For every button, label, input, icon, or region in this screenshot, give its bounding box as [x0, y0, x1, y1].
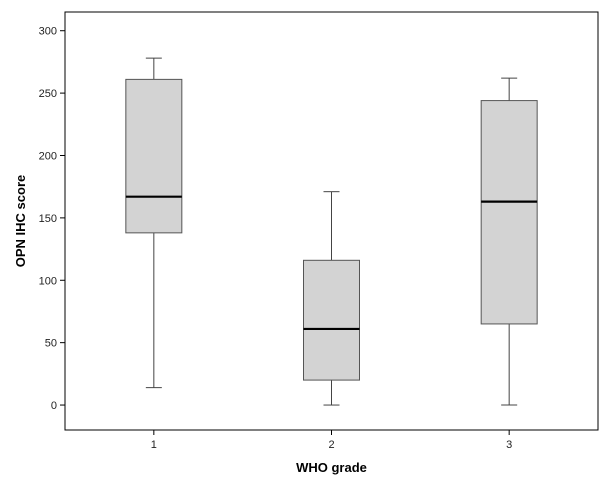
box-grade-3	[480, 77, 538, 406]
y-axis: 0 50 100 150 200 250 300	[39, 26, 65, 412]
iqr-box	[480, 100, 538, 325]
y-tick-label: 150	[39, 213, 57, 225]
x-axis-title: WHO grade	[296, 460, 367, 475]
y-axis-title: OPN IHC score	[13, 175, 28, 267]
y-tick-label: 100	[39, 275, 57, 287]
y-tick-label: 200	[39, 150, 57, 162]
x-axis: 1 2 3	[151, 430, 512, 451]
x-tick-label: 2	[328, 439, 334, 451]
x-tick-label: 1	[151, 439, 157, 451]
box-series	[125, 57, 538, 406]
box-grade-1	[125, 57, 183, 389]
iqr-box	[303, 259, 360, 381]
x-tick-label: 3	[506, 439, 512, 451]
y-tick-label: 300	[39, 26, 57, 38]
y-tick-label: 50	[45, 338, 57, 350]
y-tick-label: 0	[51, 400, 57, 412]
y-tick-label: 250	[39, 88, 57, 100]
iqr-box	[125, 78, 183, 234]
box-grade-2	[303, 191, 360, 406]
